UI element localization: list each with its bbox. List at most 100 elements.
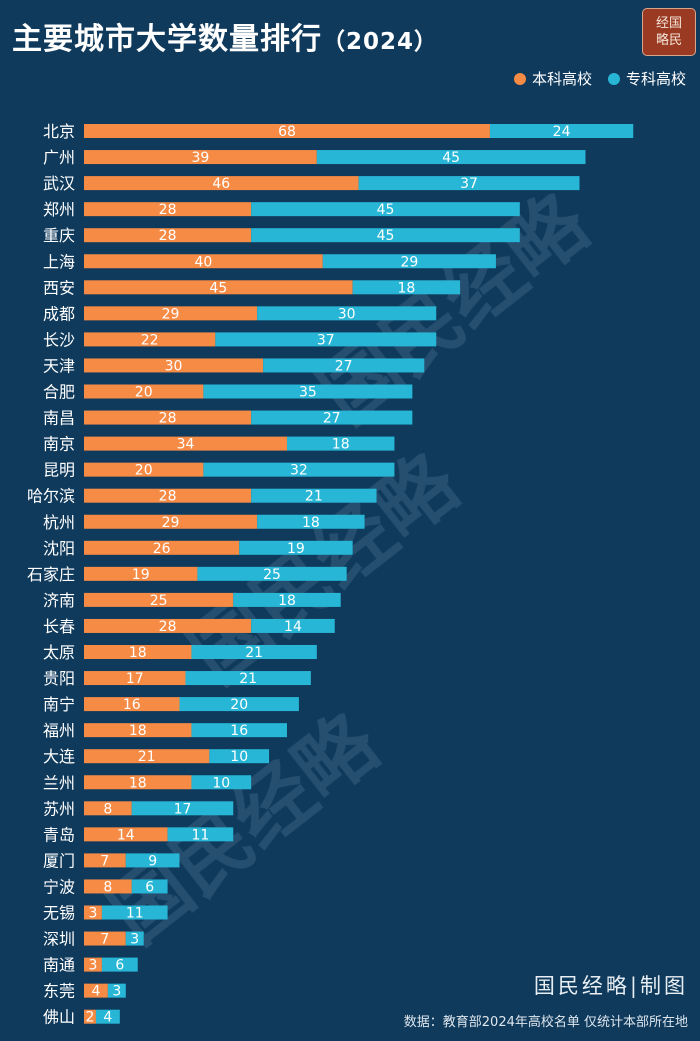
data-label-bachelor: 3	[88, 906, 97, 922]
data-label-bachelor: 68	[278, 124, 296, 140]
legend-item-vocational: 专科高校	[607, 68, 686, 89]
bar-row: 青岛 14 11	[43, 825, 234, 844]
category-label: 北京	[43, 122, 75, 141]
bar-bachelor	[84, 697, 180, 712]
data-label-bachelor: 20	[135, 385, 153, 401]
category-label: 广州	[43, 148, 75, 167]
category-label: 南宁	[43, 695, 75, 714]
data-label-vocational: 27	[323, 411, 341, 427]
bar-vocational	[209, 749, 270, 764]
data-label-vocational: 32	[290, 463, 308, 479]
legend-swatch-vocational	[607, 72, 620, 85]
data-label-bachelor: 7	[100, 932, 109, 948]
bar-bachelor	[84, 592, 234, 607]
bar-bachelor	[84, 983, 108, 998]
data-label-vocational: 35	[299, 385, 317, 401]
data-label-bachelor: 22	[141, 332, 159, 348]
data-label-vocational: 19	[287, 541, 305, 557]
bar-row: 天津 30 27	[43, 356, 425, 375]
data-label-vocational: 11	[192, 827, 210, 843]
data-label-bachelor: 8	[103, 801, 112, 817]
data-label-bachelor: 20	[135, 463, 153, 479]
data-label-bachelor: 21	[138, 749, 156, 765]
bar-bachelor	[84, 1009, 96, 1024]
bar-row: 重庆 28 45	[43, 226, 520, 245]
bar-row: 郑州 28 45	[43, 200, 520, 219]
bar-vocational	[322, 254, 496, 269]
bar-vocational	[257, 306, 437, 321]
bar-row: 贵阳 17 21	[43, 669, 311, 688]
bar-row: 北京 68 24	[43, 122, 634, 141]
bar-row: 长沙 22 37	[43, 330, 437, 349]
data-label-vocational: 18	[397, 280, 415, 296]
category-label: 东莞	[43, 982, 75, 1001]
category-label: 青岛	[43, 825, 75, 844]
chart-title: 主要城市大学数量排行（2024）	[12, 22, 439, 57]
category-label: 无锡	[43, 904, 75, 923]
data-label-bachelor: 46	[212, 176, 230, 192]
bar-vocational	[191, 723, 287, 738]
bar-bachelor	[84, 957, 102, 972]
category-label: 武汉	[43, 174, 75, 193]
bar-bachelor	[84, 358, 264, 373]
data-label-vocational: 3	[130, 932, 139, 948]
data-label-bachelor: 28	[159, 489, 177, 505]
category-label: 天津	[43, 356, 75, 375]
bar-row: 沈阳 26 19	[43, 539, 353, 558]
category-label: 长沙	[43, 330, 75, 349]
data-label-vocational: 6	[115, 958, 124, 974]
legend-label-bachelor: 本科高校	[531, 70, 592, 88]
bar-vocational	[203, 384, 413, 399]
data-label-bachelor: 28	[159, 411, 177, 427]
data-label-vocational: 21	[305, 489, 323, 505]
bar-vocational	[239, 540, 353, 555]
bar-bachelor	[84, 124, 490, 138]
bar-bachelor	[84, 332, 216, 347]
category-label: 苏州	[43, 799, 75, 818]
category-label: 兰州	[43, 773, 75, 792]
bar-vocational	[125, 853, 180, 868]
bar-vocational	[251, 410, 413, 425]
bar-vocational	[167, 827, 234, 842]
data-label-vocational: 37	[317, 332, 335, 348]
data-label-vocational: 9	[148, 853, 157, 869]
data-label-vocational: 18	[332, 437, 350, 453]
bar-vocational	[358, 176, 580, 191]
data-label-vocational: 17	[174, 801, 192, 817]
bar-bachelor	[84, 905, 102, 920]
category-label: 深圳	[43, 930, 75, 949]
bar-bachelor	[84, 254, 323, 269]
bar-row: 大连 21 10	[43, 747, 270, 766]
data-label-vocational: 24	[553, 124, 571, 140]
bar-vocational	[185, 671, 311, 686]
bar-vocational	[215, 332, 437, 347]
bar-vocational	[251, 228, 520, 243]
data-label-vocational: 6	[145, 879, 154, 895]
chart-legend: 本科高校 专科高校	[513, 68, 686, 89]
category-label: 济南	[43, 591, 75, 610]
data-label-bachelor: 39	[192, 150, 210, 166]
bar-vocational	[251, 618, 335, 633]
data-label-bachelor: 18	[129, 723, 147, 739]
bar-row: 成都 29 30	[43, 304, 437, 323]
bar-row: 上海 40 29	[43, 252, 496, 271]
category-label: 福州	[43, 721, 75, 740]
bar-vocational	[263, 358, 425, 373]
data-label-bachelor: 2	[86, 1010, 95, 1026]
data-label-bachelor: 34	[177, 437, 195, 453]
data-label-bachelor: 29	[162, 306, 180, 322]
bar-vocational	[95, 1009, 120, 1024]
data-label-vocational: 21	[239, 671, 257, 687]
bar-row: 兰州 18 10	[43, 773, 252, 792]
bar-row: 南昌 28 27	[43, 409, 413, 428]
bar-bachelor	[84, 801, 132, 816]
category-label: 南昌	[43, 409, 75, 428]
category-label: 昆明	[43, 461, 75, 480]
bar-row: 杭州 29 18	[43, 513, 365, 532]
category-label: 上海	[43, 252, 75, 271]
bar-vocational	[352, 280, 461, 295]
data-label-vocational: 45	[377, 228, 395, 244]
bar-vocational	[251, 202, 520, 217]
bar-row: 深圳 7 3	[43, 930, 144, 949]
data-label-bachelor: 28	[159, 202, 177, 218]
